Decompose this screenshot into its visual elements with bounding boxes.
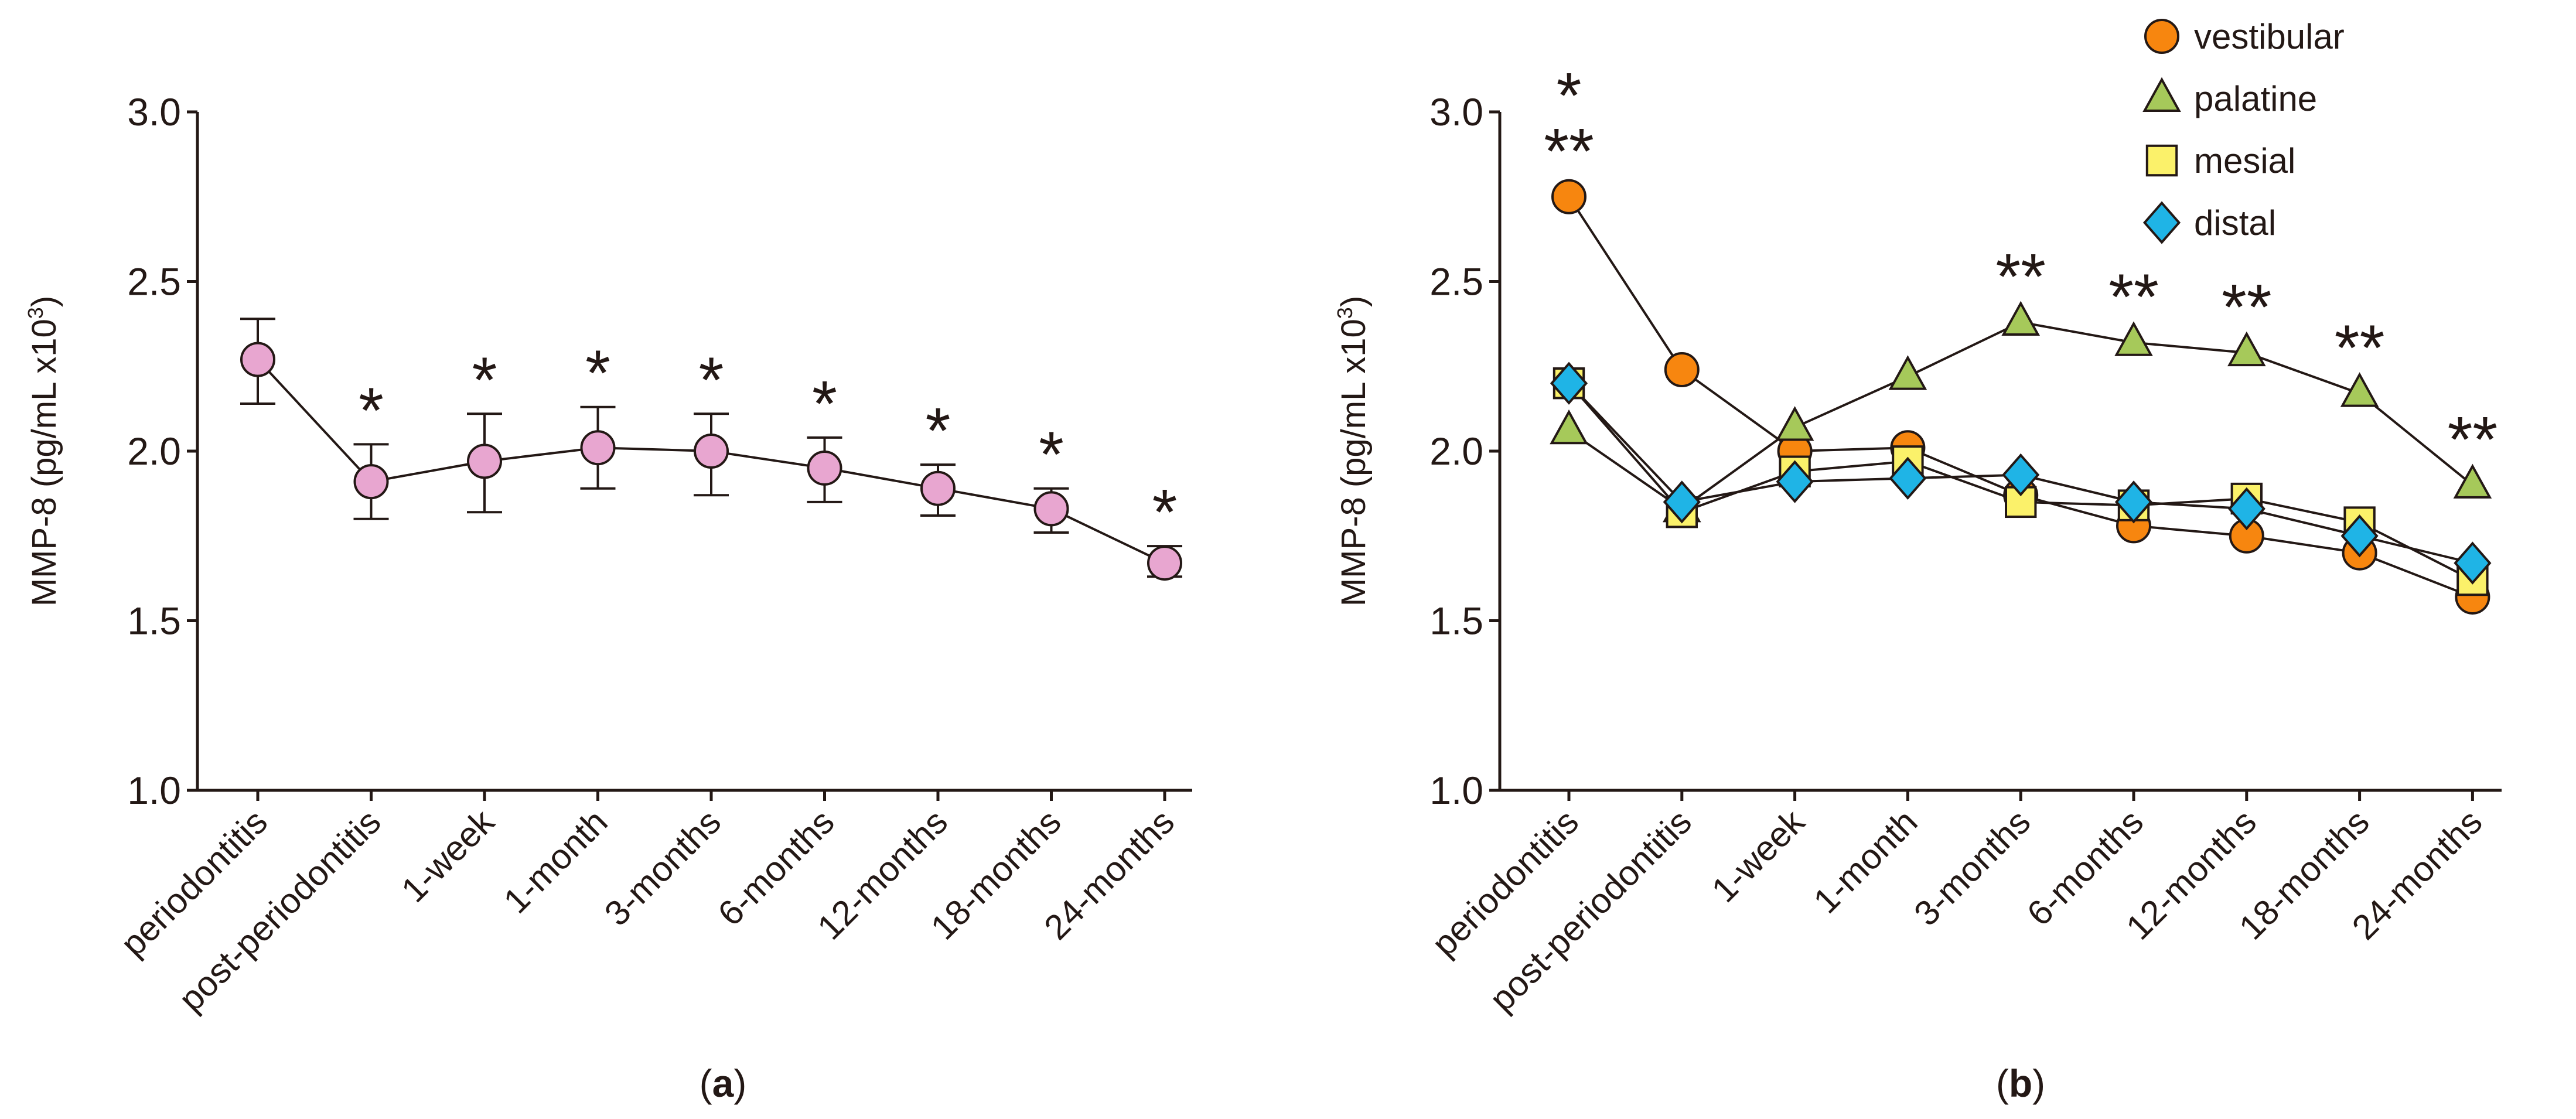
y-axis-label-close: ) xyxy=(25,296,63,307)
data-point-circle xyxy=(1147,545,1182,581)
x-tick-label: 1-month xyxy=(496,802,615,921)
legend-marker-diamond xyxy=(2142,201,2181,244)
data-point-circle xyxy=(1551,179,1586,214)
y-axis-label: MMP-8 (pg/mL x103) xyxy=(23,296,63,606)
data-point-diamond xyxy=(1776,460,1814,503)
data-point-diamond xyxy=(2340,514,2379,558)
legend-label: vestibular xyxy=(2194,17,2345,56)
y-tick-label: 2.5 xyxy=(1429,260,1483,303)
x-tick-label: 1-week xyxy=(394,801,502,910)
caption-letter: b xyxy=(2009,1062,2032,1105)
y-tick-label: 1.5 xyxy=(1429,599,1483,643)
y-tick-label: 2.5 xyxy=(127,260,181,303)
y-axis-label-superscript: 3 xyxy=(23,307,47,319)
significance-marker: * xyxy=(585,337,610,410)
x-tick-label: 3-months xyxy=(1906,802,2038,933)
data-point-circle xyxy=(694,434,729,469)
significance-marker: * xyxy=(1152,476,1178,548)
y-tick-label: 1.0 xyxy=(1429,769,1483,812)
y-tick-label: 3.0 xyxy=(1429,90,1483,134)
data-point-triangle xyxy=(2114,321,2153,356)
data-point-circle xyxy=(1033,491,1069,527)
significance-marker: ** xyxy=(2222,271,2272,343)
y-axis-label-text: MMP-8 (pg/mL x10 xyxy=(25,319,63,606)
significance-marker: * xyxy=(1557,60,1582,132)
data-point-diamond xyxy=(2114,480,2153,524)
data-point-triangle xyxy=(2001,301,2040,336)
y-axis-label-superscript: 3 xyxy=(1333,307,1357,319)
legend-marker-square xyxy=(2145,144,2178,177)
y-tick-label: 1.0 xyxy=(127,769,181,812)
data-point-triangle xyxy=(2453,463,2492,499)
significance-marker: * xyxy=(1039,419,1064,491)
data-point-triangle xyxy=(1888,355,1927,390)
x-tick-label: 1-month xyxy=(1806,802,1925,921)
caption-open: ( xyxy=(1996,1062,2009,1105)
data-point-circle xyxy=(580,430,616,466)
data-point-triangle xyxy=(2340,372,2379,407)
caption-letter: a xyxy=(712,1062,735,1105)
significance-marker: ** xyxy=(2448,404,2498,476)
data-point-circle xyxy=(467,443,502,479)
panel-caption: (b) xyxy=(1996,1062,2045,1105)
significance-marker: * xyxy=(472,344,497,416)
y-tick-label: 3.0 xyxy=(127,90,181,134)
significance-marker: * xyxy=(926,395,951,467)
x-tick-label: 1-week xyxy=(1704,801,1813,910)
caption-close: ) xyxy=(2032,1062,2045,1105)
y-axis-label-close: ) xyxy=(1335,296,1373,307)
significance-marker: * xyxy=(812,368,837,440)
data-point-triangle xyxy=(1550,409,1588,445)
data-point-diamond xyxy=(2454,541,2492,585)
x-tick-label: post-periodontitis xyxy=(171,802,388,1019)
data-point-diamond xyxy=(1663,480,1701,524)
data-point-diamond xyxy=(1550,361,1588,405)
legend-label: mesial xyxy=(2194,141,2295,180)
data-point-triangle xyxy=(2227,331,2266,367)
legend-label: palatine xyxy=(2194,79,2317,118)
data-point-circle xyxy=(920,470,956,506)
legend-marker-triangle xyxy=(2142,77,2181,112)
significance-marker: * xyxy=(699,344,724,416)
legend-marker-circle xyxy=(2144,19,2179,54)
data-point-circle xyxy=(807,450,842,486)
y-axis-label-text: MMP-8 (pg/mL x10 xyxy=(1335,319,1373,606)
significance-marker: ** xyxy=(1544,115,1594,187)
legend-label: distal xyxy=(2194,203,2276,243)
caption-close: ) xyxy=(733,1062,746,1105)
legend: vestibular palatine mesial distal xyxy=(2142,17,2345,244)
data-point-circle xyxy=(353,464,389,500)
panel-caption: (a) xyxy=(700,1062,747,1105)
caption-open: ( xyxy=(700,1062,712,1105)
data-point-diamond xyxy=(2002,453,2040,497)
y-tick-label: 2.0 xyxy=(127,429,181,473)
data-point-triangle xyxy=(1775,406,1814,441)
data-point-diamond xyxy=(1889,456,1927,500)
significance-marker: ** xyxy=(1995,241,2046,313)
significance-marker: * xyxy=(359,374,384,446)
x-tick-label: 3-months xyxy=(597,802,728,933)
data-point-circle xyxy=(1664,352,1700,388)
data-point-circle xyxy=(240,342,275,377)
significance-marker: ** xyxy=(2335,312,2385,384)
y-tick-label: 1.5 xyxy=(127,599,181,643)
y-tick-label: 2.0 xyxy=(1429,429,1483,473)
y-axis-label: MMP-8 (pg/mL x103) xyxy=(1333,296,1373,606)
data-point-diamond xyxy=(2227,487,2265,531)
x-tick-label: post-periodontitis xyxy=(1482,802,1699,1019)
significance-marker: ** xyxy=(2108,261,2159,333)
